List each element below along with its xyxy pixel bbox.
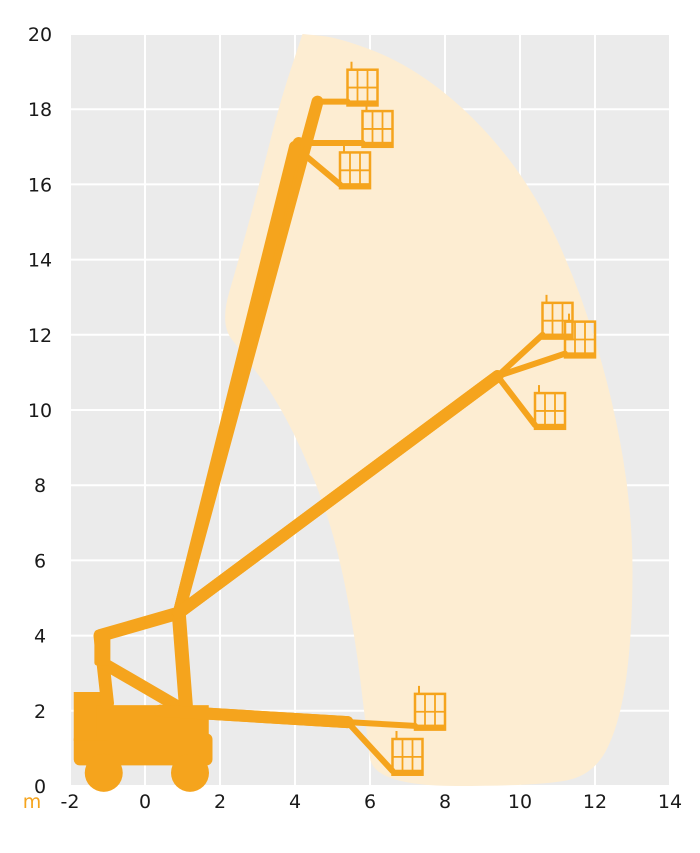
x-tick-label: 8 <box>439 791 451 813</box>
work-basket <box>563 313 597 359</box>
y-tick-label: 6 <box>34 550 46 572</box>
y-tick-label: 2 <box>34 701 46 723</box>
x-tick-label: 14 <box>658 791 682 813</box>
jib-arm <box>494 350 568 380</box>
work-basket <box>338 144 372 190</box>
jib-arm <box>494 331 546 380</box>
basket-floor <box>565 352 595 359</box>
wheel <box>171 753 209 792</box>
wheel <box>84 753 123 792</box>
basket-floor <box>362 141 393 148</box>
main-boom <box>154 704 354 729</box>
main-boom <box>172 370 504 620</box>
x-tick-label: 4 <box>289 791 301 813</box>
aerial-lift-machine <box>73 61 597 792</box>
work-basket <box>413 685 447 731</box>
jib-arm <box>494 373 538 429</box>
y-tick-label: 8 <box>34 475 46 497</box>
y-tick-label: 0 <box>34 776 46 798</box>
x-axis-ticks: -2 0 2 4 6 8 10 12 14 <box>61 791 683 813</box>
x-tick-label: -2 <box>61 791 80 813</box>
x-tick-label: 12 <box>583 791 607 813</box>
y-tick-label: 12 <box>28 325 52 347</box>
y-tick-label: 16 <box>28 174 52 196</box>
unit-label: m <box>23 791 42 813</box>
work-basket <box>361 103 394 149</box>
work-basket <box>533 385 567 431</box>
main-boom <box>172 140 301 620</box>
basket-floor <box>392 769 423 776</box>
cylinder <box>94 629 111 666</box>
y-tick-label: 18 <box>28 99 52 121</box>
x-tick-label: 6 <box>364 791 376 813</box>
work-basket <box>346 61 379 107</box>
lower-link <box>101 659 185 714</box>
x-tick-label: 2 <box>214 791 226 813</box>
reach-envelope <box>225 34 633 786</box>
basket-floor <box>340 183 370 190</box>
jib-arm <box>292 143 343 188</box>
y-axis-ticks: 0 2 4 6 8 10 12 14 16 18 20 <box>28 24 52 798</box>
x-tick-label: 0 <box>139 791 151 813</box>
basket-floor <box>535 423 565 430</box>
work-basket <box>391 731 424 776</box>
jib-arm <box>344 719 418 729</box>
basket-floor <box>347 100 378 107</box>
y-tick-label: 14 <box>28 250 52 272</box>
y-tick-label: 10 <box>28 400 52 422</box>
basket-floor <box>542 333 573 340</box>
x-tick-label: 10 <box>508 791 532 813</box>
y-tick-label: 4 <box>34 626 46 648</box>
basket-floor <box>415 724 445 731</box>
work-basket <box>541 294 574 340</box>
y-tick-label: 20 <box>28 24 52 46</box>
riser-arm <box>171 606 194 718</box>
jib-arm <box>344 719 396 774</box>
